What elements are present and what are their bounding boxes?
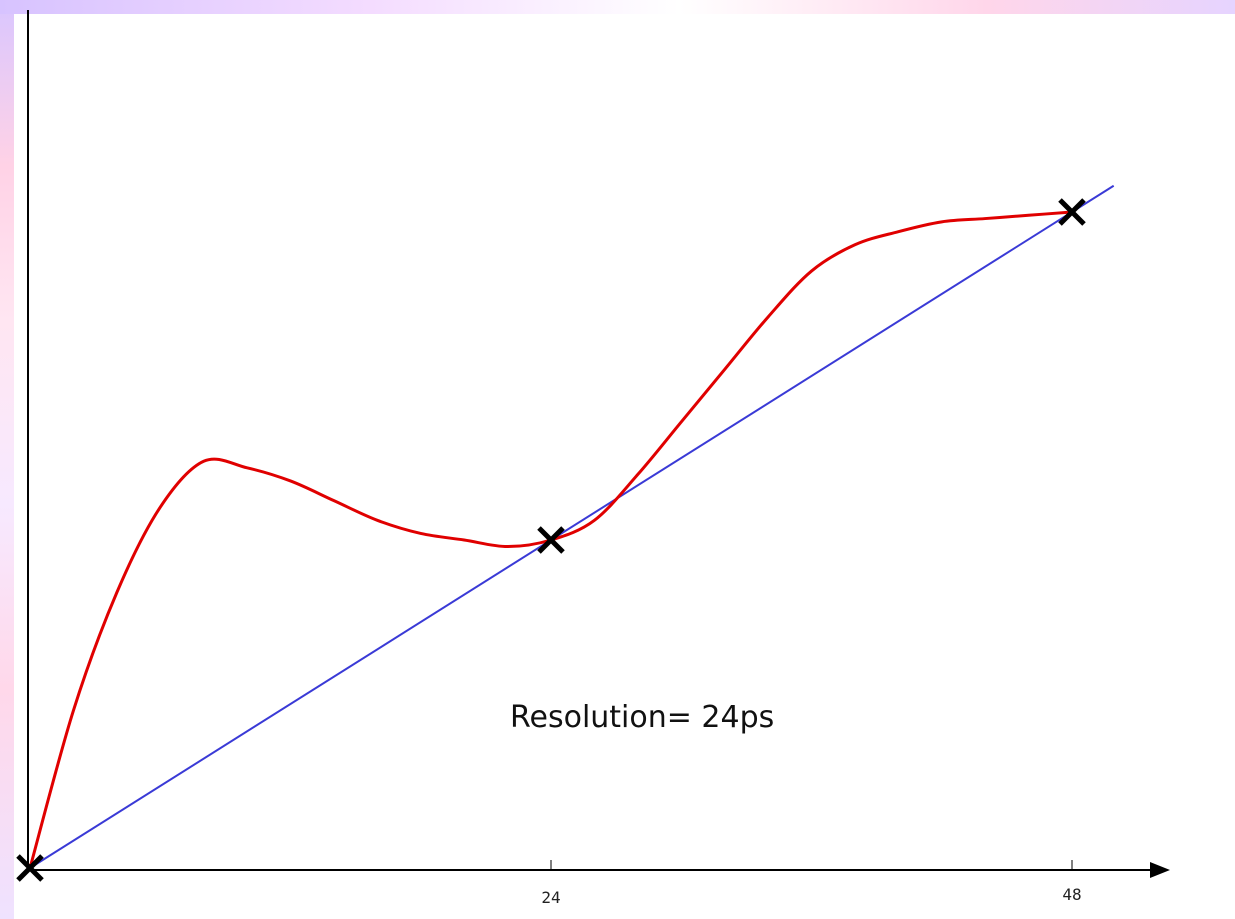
markers-group xyxy=(16,198,1086,882)
x-axis-ticks: 24 48 xyxy=(541,860,1082,907)
point-marker-icon xyxy=(537,526,565,554)
measured-curve xyxy=(28,210,1073,869)
point-marker-icon xyxy=(16,854,44,882)
slide-background-left-strip xyxy=(0,0,14,919)
x-tick-label: 48 xyxy=(1062,885,1081,904)
x-axis-arrow-icon xyxy=(1150,862,1170,878)
x-tick-label: 24 xyxy=(541,888,560,907)
linear-reference-line xyxy=(29,184,1115,869)
resolution-annotation: Resolution= 24ps xyxy=(510,700,774,735)
slide-background-top-strip xyxy=(0,0,1235,14)
point-marker-icon xyxy=(1058,198,1086,226)
series-group xyxy=(28,184,1115,869)
